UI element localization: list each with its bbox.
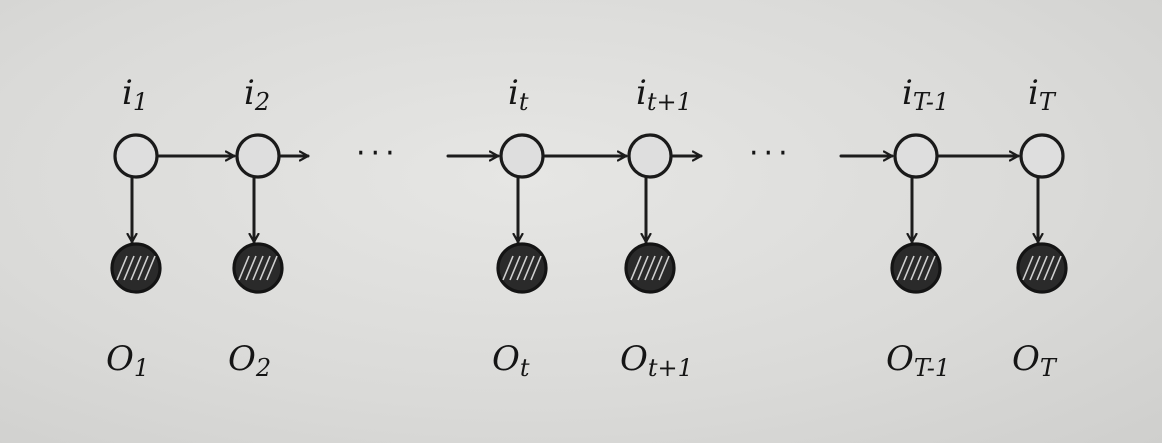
hidden-state-node bbox=[1019, 133, 1065, 179]
labels-layer: ··· ··· i1 i2 it it+1 iT-1 iT O1 O2 Ot Ot+1 OT-1 OT bbox=[106, 73, 1058, 382]
hidden-state-label: iT bbox=[1028, 73, 1057, 116]
observation-node bbox=[496, 242, 548, 294]
hidden-state-label: iT-1 bbox=[902, 73, 949, 116]
observation-node bbox=[890, 242, 942, 294]
observation-node bbox=[110, 242, 162, 294]
nodes-layer bbox=[110, 133, 1068, 294]
hidden-state-label: i2 bbox=[244, 73, 270, 116]
observation-node bbox=[624, 242, 676, 294]
ellipsis: ··· bbox=[356, 136, 400, 171]
observation-label: O2 bbox=[228, 339, 271, 382]
hidden-state-node bbox=[627, 133, 673, 179]
observation-label: OT-1 bbox=[886, 339, 950, 382]
ellipsis: ··· bbox=[749, 136, 793, 171]
observation-label: Ot bbox=[492, 339, 530, 382]
hidden-state-label: it+1 bbox=[636, 73, 692, 116]
edges-layer bbox=[132, 156, 1038, 244]
hidden-state-node bbox=[893, 133, 939, 179]
observation-node bbox=[232, 242, 284, 294]
hidden-state-node bbox=[113, 133, 159, 179]
hidden-state-node bbox=[235, 133, 281, 179]
hidden-state-label: i1 bbox=[122, 73, 148, 116]
observation-node bbox=[1016, 242, 1068, 294]
hidden-state-node bbox=[499, 133, 545, 179]
observation-label: Ot+1 bbox=[620, 339, 693, 382]
observation-label: OT bbox=[1012, 339, 1058, 382]
hidden-state-label: it bbox=[508, 73, 529, 116]
observation-label: O1 bbox=[106, 339, 149, 382]
